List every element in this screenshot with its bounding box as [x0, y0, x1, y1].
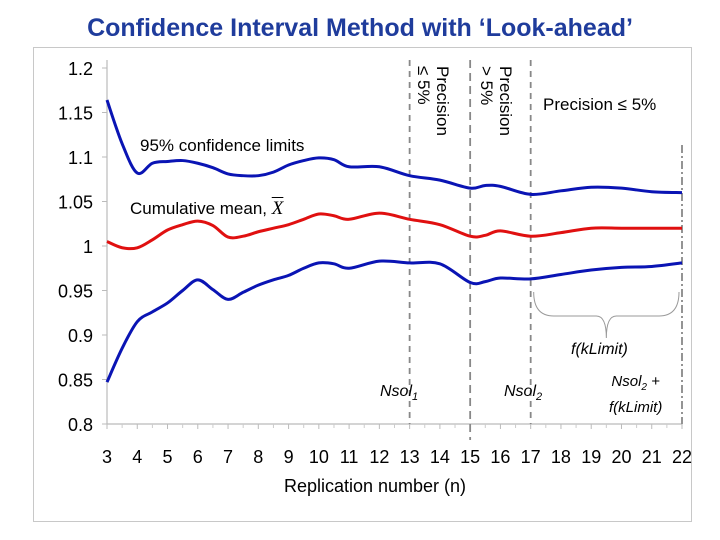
slide-title: Confidence Interval Method with ‘Look-ah…: [87, 14, 633, 42]
y-tick-label: 0.9: [68, 326, 93, 346]
region1-line2: ≤ 5%: [414, 66, 433, 105]
x-tick-label: 12: [369, 447, 389, 467]
x-tick-label: 17: [521, 447, 541, 467]
ci-label: 95% confidence limits: [140, 136, 305, 155]
x-tick-label: 22: [672, 447, 692, 467]
mean-label-text: Cumulative mean,: [130, 199, 272, 218]
region1-line1: Precision: [433, 66, 452, 136]
series-cumulative-mean: [106, 211, 682, 251]
y-tick-label: 1.1: [68, 148, 93, 168]
x-tick-label: 13: [400, 447, 420, 467]
nsol1-text: Nsol: [380, 383, 413, 400]
x-tick-label: 10: [309, 447, 329, 467]
x-tick-label: 6: [193, 447, 203, 467]
y-tick-label: 1.15: [58, 104, 93, 124]
x-tick-label: 21: [642, 447, 662, 467]
y-tick-label: 1.2: [68, 59, 93, 79]
x-axis-label: Replication number (n): [283, 476, 467, 496]
x-tick-label: 8: [253, 447, 263, 467]
x-bar-symbol: X: [271, 198, 284, 219]
x-tick-label: 9: [284, 447, 294, 467]
region-label-precision-final: Precision ≤ 5%: [543, 95, 657, 114]
nsol1-label: Nsol1: [380, 383, 418, 403]
x-tick-label: 18: [551, 447, 571, 467]
end-label-sub: 2: [641, 382, 647, 393]
series-upper-confidence-limit: [105, 99, 683, 196]
chart-frame: [33, 47, 692, 522]
x-tick-label: 3: [102, 447, 112, 467]
series-lower-confidence-limit: [105, 259, 683, 383]
nsol2-sub: 2: [536, 391, 543, 404]
nsol1-sub: 1: [412, 391, 419, 404]
end-label-plus: +: [646, 373, 660, 390]
region2-line2: > 5%: [477, 66, 496, 106]
brace-icon: [533, 291, 680, 339]
x-tick-label: 14: [430, 447, 450, 467]
region-label-precision-gt-5: Precision > 5%: [477, 66, 515, 136]
y-tick-label: 0.95: [58, 282, 93, 302]
x-tick-label: 4: [132, 447, 142, 467]
region-label-precision-le-5: Precision ≤ 5%: [414, 66, 452, 136]
x-tick-label: 5: [163, 447, 173, 467]
nsol2-text: Nsol: [504, 383, 537, 400]
x-tick-label: 15: [460, 447, 480, 467]
x-tick-label: 16: [490, 447, 510, 467]
x-tick-label: 7: [223, 447, 233, 467]
x-tick-label: 11: [340, 447, 359, 467]
end-label-f: f(kLimit): [609, 399, 663, 416]
mean-label: Cumulative mean, X: [130, 198, 283, 220]
end-label-nsol: Nsol: [611, 373, 642, 390]
y-tick-label: 1.05: [58, 193, 93, 213]
region2-line1: Precision: [496, 66, 515, 136]
brace-label: f(kLimit): [571, 341, 628, 358]
nsol2-label: Nsol2: [504, 383, 542, 403]
x-tick-label: 20: [611, 447, 631, 467]
y-tick-label: 1: [83, 237, 93, 257]
end-label: Nsol2 + f(kLimit): [609, 372, 662, 418]
x-tick-label: 19: [581, 447, 601, 467]
y-tick-label: 0.8: [68, 415, 93, 435]
y-tick-label: 0.85: [58, 371, 93, 391]
